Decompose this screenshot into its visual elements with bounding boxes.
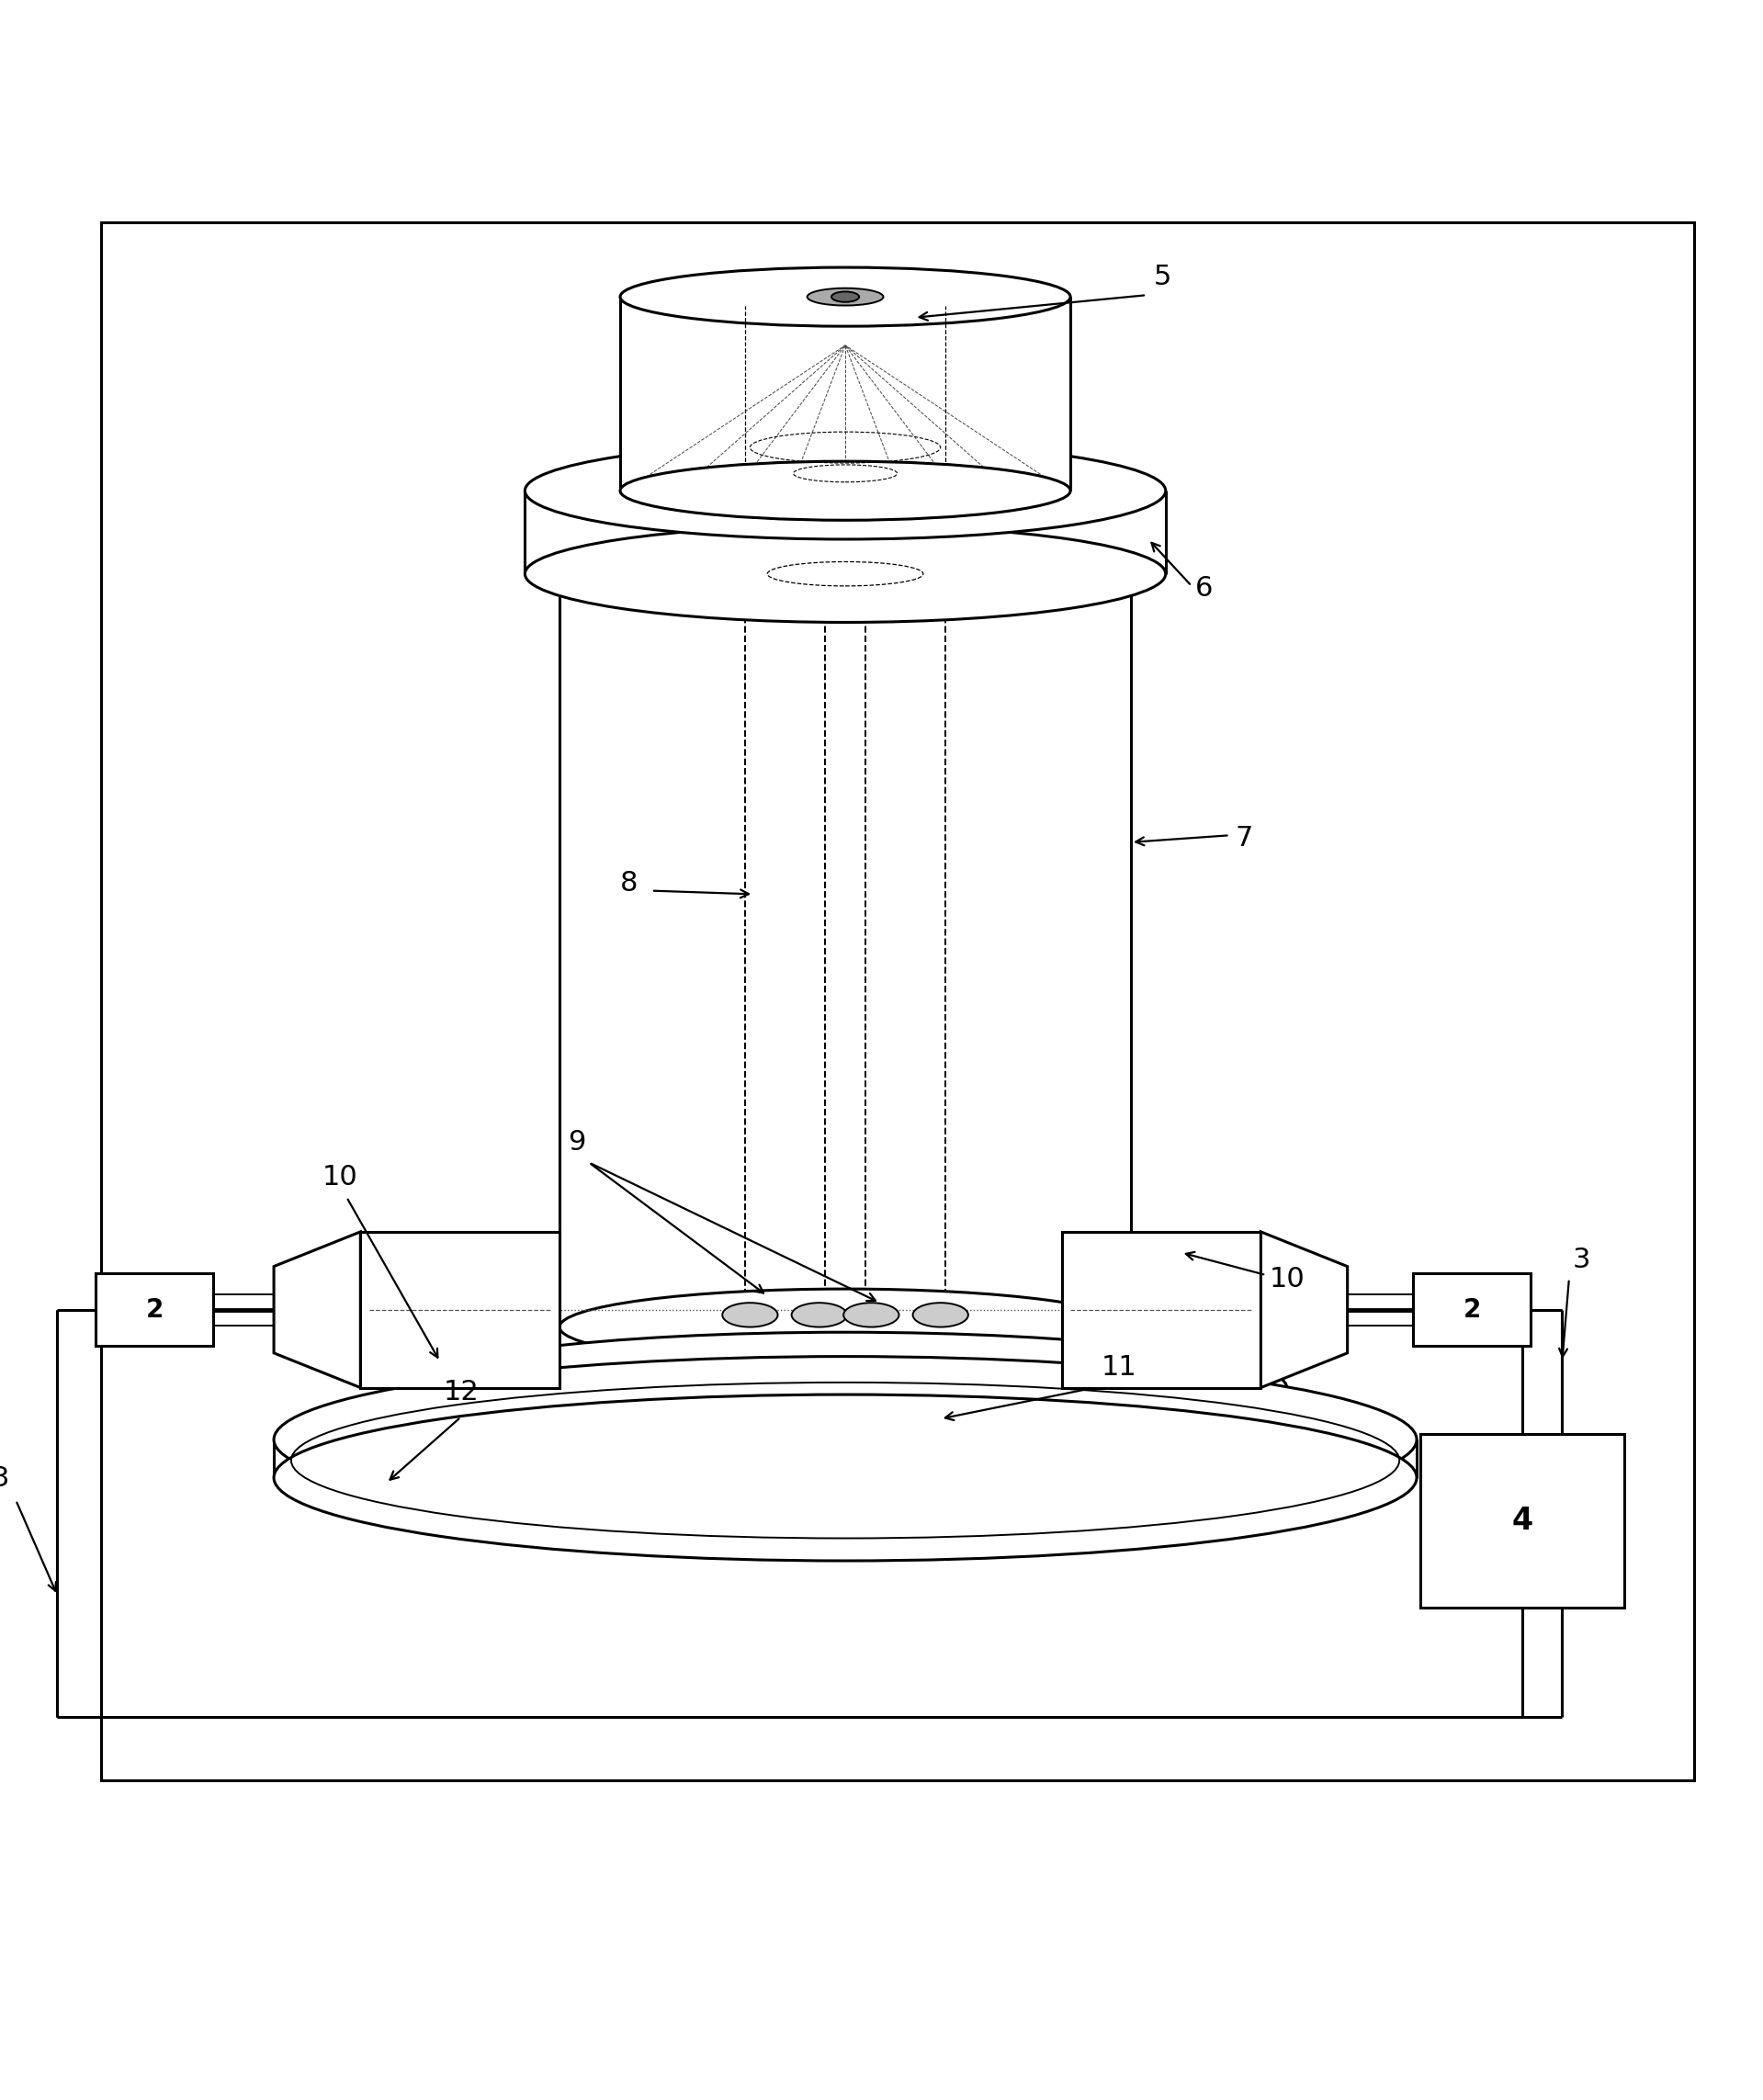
Ellipse shape (792, 1302, 846, 1327)
Bar (1421, 1434, 1624, 1606)
Bar (621, 296, 1070, 491)
Ellipse shape (832, 292, 859, 302)
Bar (1414, 1273, 1530, 1346)
Bar (95, 1273, 213, 1346)
Ellipse shape (525, 443, 1165, 540)
Text: 3: 3 (0, 1466, 9, 1491)
Text: 7: 7 (1234, 825, 1253, 850)
Bar (525, 491, 1165, 573)
Text: 10: 10 (1269, 1266, 1305, 1294)
Text: 12: 12 (444, 1378, 480, 1405)
Polygon shape (273, 1233, 360, 1388)
Ellipse shape (621, 462, 1070, 521)
Text: 8: 8 (621, 869, 638, 897)
Text: 3: 3 (1573, 1247, 1590, 1275)
Bar (559, 573, 1132, 1327)
Ellipse shape (621, 267, 1070, 325)
Ellipse shape (621, 462, 1070, 521)
Ellipse shape (559, 1289, 1132, 1365)
Ellipse shape (807, 288, 883, 304)
Text: 5: 5 (1153, 265, 1171, 290)
Text: 9: 9 (568, 1130, 585, 1155)
Ellipse shape (273, 1357, 1417, 1522)
Text: 6: 6 (1195, 575, 1213, 603)
Text: 2: 2 (146, 1298, 164, 1323)
Text: 2: 2 (1463, 1298, 1481, 1323)
Ellipse shape (843, 1302, 899, 1327)
Text: 11: 11 (1102, 1354, 1137, 1382)
Ellipse shape (404, 1331, 1287, 1443)
Ellipse shape (767, 561, 924, 586)
Ellipse shape (913, 1302, 968, 1327)
Polygon shape (1261, 1233, 1347, 1388)
Ellipse shape (404, 1384, 1287, 1495)
Ellipse shape (559, 536, 1132, 611)
Ellipse shape (723, 1302, 777, 1327)
Bar (360, 1233, 559, 1388)
Ellipse shape (273, 1394, 1417, 1560)
Text: 4: 4 (1511, 1506, 1534, 1535)
Text: 10: 10 (323, 1163, 358, 1191)
Ellipse shape (525, 525, 1165, 622)
Bar (1061, 1233, 1261, 1388)
